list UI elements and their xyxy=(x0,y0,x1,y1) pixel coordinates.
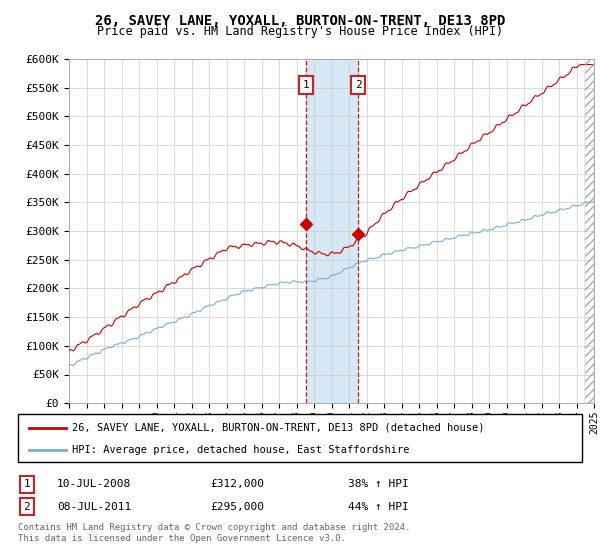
Text: 10-JUL-2008: 10-JUL-2008 xyxy=(57,479,131,489)
Text: 2: 2 xyxy=(355,80,361,90)
Text: £295,000: £295,000 xyxy=(210,502,264,512)
FancyBboxPatch shape xyxy=(18,414,582,462)
Text: 2: 2 xyxy=(23,502,31,512)
Text: 1: 1 xyxy=(23,479,31,489)
Text: Contains HM Land Registry data © Crown copyright and database right 2024.
This d: Contains HM Land Registry data © Crown c… xyxy=(18,524,410,543)
Text: Price paid vs. HM Land Registry's House Price Index (HPI): Price paid vs. HM Land Registry's House … xyxy=(97,25,503,38)
Text: 44% ↑ HPI: 44% ↑ HPI xyxy=(348,502,409,512)
Text: 38% ↑ HPI: 38% ↑ HPI xyxy=(348,479,409,489)
Bar xyxy=(306,59,358,403)
Text: HPI: Average price, detached house, East Staffordshire: HPI: Average price, detached house, East… xyxy=(71,445,409,455)
Text: 08-JUL-2011: 08-JUL-2011 xyxy=(57,502,131,512)
Text: 1: 1 xyxy=(302,80,309,90)
Text: 26, SAVEY LANE, YOXALL, BURTON-ON-TRENT, DE13 8PD (detached house): 26, SAVEY LANE, YOXALL, BURTON-ON-TRENT,… xyxy=(71,423,484,433)
Text: 26, SAVEY LANE, YOXALL, BURTON-ON-TRENT, DE13 8PD: 26, SAVEY LANE, YOXALL, BURTON-ON-TRENT,… xyxy=(95,14,505,28)
Text: £312,000: £312,000 xyxy=(210,479,264,489)
